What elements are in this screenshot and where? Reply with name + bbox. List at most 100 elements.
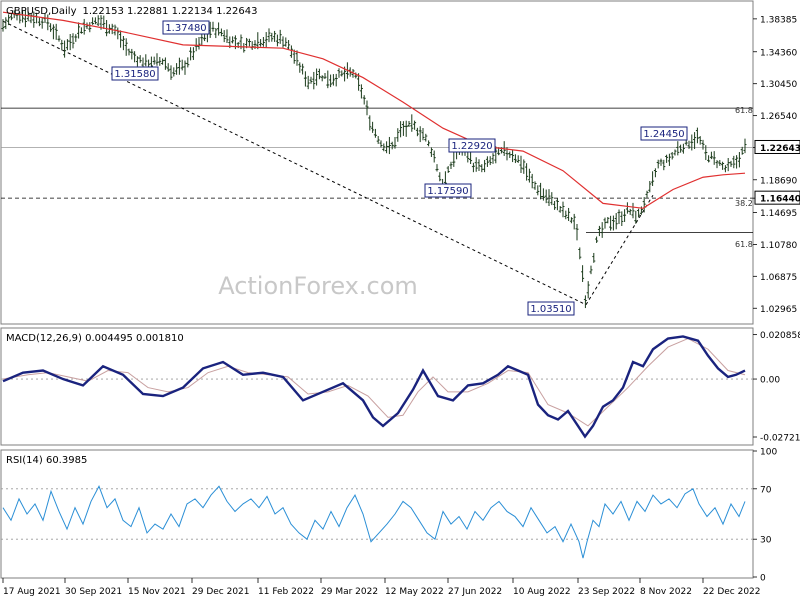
price-bar xyxy=(4,17,8,30)
price-bar xyxy=(51,24,55,40)
price-bar xyxy=(631,202,635,219)
price-bar xyxy=(483,159,487,173)
price-bar xyxy=(186,57,190,68)
price-bar xyxy=(553,200,557,210)
price-bar xyxy=(329,74,333,88)
date-axis-tick: 22 Dec 2022 xyxy=(703,587,761,597)
price-bar xyxy=(130,48,134,60)
date-axis-tick: 12 May 2022 xyxy=(385,587,444,597)
price-bar xyxy=(54,23,58,40)
price-bar xyxy=(701,139,705,150)
price-bar xyxy=(57,35,61,42)
price-bar xyxy=(63,40,67,58)
price-bar xyxy=(368,115,372,131)
price-bar xyxy=(337,68,341,78)
price-bar xyxy=(166,63,170,72)
price-bar xyxy=(617,209,621,225)
symbol-label: GBPUSD,Daily xyxy=(6,6,77,17)
price-bar xyxy=(474,157,478,172)
price-bar xyxy=(421,128,425,141)
price-bar xyxy=(452,150,456,167)
price-bar xyxy=(527,168,531,183)
price-bar xyxy=(82,18,86,35)
price-bar xyxy=(662,159,666,171)
price-bar xyxy=(177,57,181,75)
price-axis-tick: 1.30450 xyxy=(760,80,797,90)
price-bar xyxy=(133,51,137,63)
price-label: 1.17590 xyxy=(424,183,472,198)
price-bar xyxy=(194,38,198,52)
price-bar xyxy=(326,70,330,89)
price-bar xyxy=(407,121,411,127)
price-bar xyxy=(424,133,428,142)
price-bar xyxy=(312,71,316,90)
price-axis-tick: 1.34360 xyxy=(760,48,797,58)
price-bar xyxy=(704,145,708,161)
price-bar xyxy=(687,140,691,149)
price-bar xyxy=(415,127,419,137)
price-bar xyxy=(219,28,223,37)
price-bar xyxy=(564,210,568,220)
price-axis-tick: 1.18690 xyxy=(760,176,797,186)
macd-axis-tick: -0.027213 xyxy=(760,433,800,443)
price-bar xyxy=(539,182,543,200)
rsi-axis-tick: 30 xyxy=(760,536,772,546)
ohlc-header: 1.22153 1.22881 1.22134 1.22643 xyxy=(83,6,258,17)
price-axis-tick: 1.14695 xyxy=(760,209,797,219)
price-bar xyxy=(306,75,310,90)
price-bar xyxy=(673,149,677,156)
price-bar xyxy=(656,159,660,169)
price-bar xyxy=(32,11,36,28)
price-bar xyxy=(446,166,450,173)
price-bar xyxy=(522,159,526,174)
price-bar xyxy=(175,63,179,75)
price-bar xyxy=(214,28,218,39)
price-bar xyxy=(155,53,159,66)
price-bar xyxy=(362,95,366,105)
price-bar xyxy=(222,30,226,43)
moving-average-line xyxy=(2,11,746,209)
price-bar xyxy=(270,32,274,42)
price-bar xyxy=(466,152,470,163)
fib-label: 38.2 xyxy=(735,199,753,208)
price-bar xyxy=(435,164,439,172)
price-bar xyxy=(88,22,92,33)
price-bar xyxy=(211,21,215,32)
price-bar xyxy=(121,35,125,51)
price-bar xyxy=(267,28,271,43)
price-bar xyxy=(575,223,579,241)
price-bar xyxy=(743,138,747,154)
price-bar xyxy=(533,181,537,190)
date-axis-tick: 15 Nov 2021 xyxy=(128,587,186,597)
price-bar xyxy=(298,62,302,73)
price-bar xyxy=(396,128,400,142)
price-bar xyxy=(418,126,422,143)
price-bar xyxy=(46,14,50,31)
date-axis-tick: 27 Jun 2022 xyxy=(448,587,502,597)
price-axis-tick: 1.10780 xyxy=(760,241,797,251)
price-bar xyxy=(712,151,716,165)
axis-layer: 1.38385 1.34360 1.30450 1.26540 1.22643 1.186… xyxy=(2,15,800,597)
rsi-line xyxy=(2,485,746,559)
price-bar xyxy=(373,128,377,138)
price-bar xyxy=(698,136,702,145)
price-bar xyxy=(544,189,548,204)
price-bar xyxy=(93,17,97,25)
price-label: 1.37480 xyxy=(162,20,210,35)
price-label-text: 1.31580 xyxy=(114,69,155,80)
price-bar xyxy=(648,180,652,193)
date-axis-tick: 23 Sep 2022 xyxy=(578,587,635,597)
price-bar xyxy=(695,127,699,144)
date-axis-tick: 29 Mar 2022 xyxy=(321,587,378,597)
price-axis-tick: 1.22643 xyxy=(760,144,800,154)
fib-label: 61.8 xyxy=(735,106,753,115)
rsi-title: RSI(14) 60.3985 xyxy=(6,455,87,466)
price-bar xyxy=(642,197,646,213)
price-bar xyxy=(469,151,473,165)
price-bar xyxy=(354,72,358,79)
fib-label: 61.8 xyxy=(735,240,753,249)
price-bar xyxy=(158,56,162,66)
price-label-text: 1.22920 xyxy=(451,141,492,152)
price-bar xyxy=(399,121,403,138)
